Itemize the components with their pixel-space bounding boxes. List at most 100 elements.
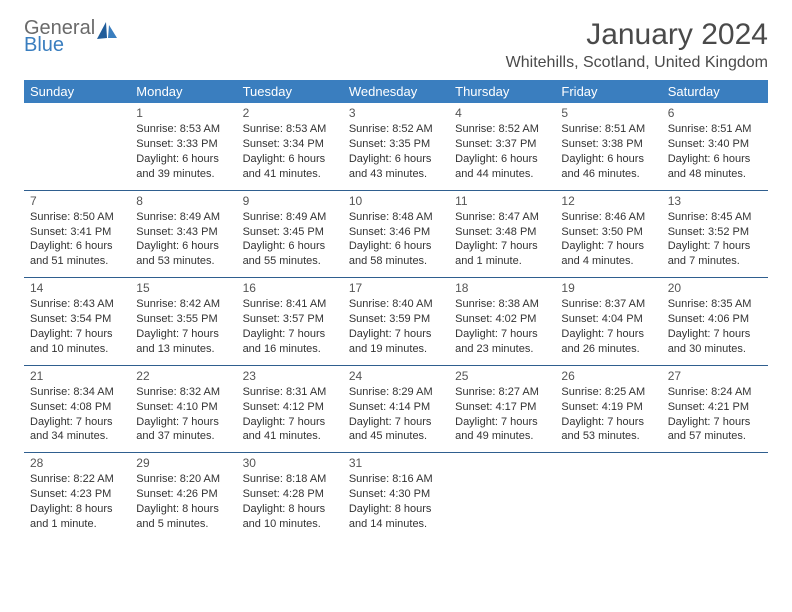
- sunset-text: Sunset: 3:45 PM: [243, 225, 337, 240]
- day-number: 9: [243, 193, 337, 209]
- week-row: 21Sunrise: 8:34 AMSunset: 4:08 PMDayligh…: [24, 365, 768, 453]
- sunset-text: Sunset: 4:28 PM: [243, 487, 337, 502]
- sunrise-text: Sunrise: 8:29 AM: [349, 385, 443, 400]
- day-header-monday: Monday: [130, 80, 236, 103]
- calendar-table: SundayMondayTuesdayWednesdayThursdayFrid…: [24, 80, 768, 540]
- daylight-text: Daylight: 7 hours and 7 minutes.: [668, 239, 762, 269]
- day-number: 10: [349, 193, 443, 209]
- sunset-text: Sunset: 4:08 PM: [30, 400, 124, 415]
- day-number: 19: [561, 280, 655, 296]
- day-cell: 22Sunrise: 8:32 AMSunset: 4:10 PMDayligh…: [130, 365, 236, 453]
- logo-line2: Blue: [24, 35, 95, 55]
- sunrise-text: Sunrise: 8:18 AM: [243, 472, 337, 487]
- day-number: 31: [349, 455, 443, 471]
- sunrise-text: Sunrise: 8:42 AM: [136, 297, 230, 312]
- day-cell: 25Sunrise: 8:27 AMSunset: 4:17 PMDayligh…: [449, 365, 555, 453]
- sunrise-text: Sunrise: 8:34 AM: [30, 385, 124, 400]
- logo: General Blue: [24, 18, 119, 55]
- sunrise-text: Sunrise: 8:45 AM: [668, 210, 762, 225]
- day-header-wednesday: Wednesday: [343, 80, 449, 103]
- sunset-text: Sunset: 4:02 PM: [455, 312, 549, 327]
- daylight-text: Daylight: 7 hours and 41 minutes.: [243, 415, 337, 445]
- daylight-text: Daylight: 6 hours and 43 minutes.: [349, 152, 443, 182]
- day-number: 15: [136, 280, 230, 296]
- day-cell: 23Sunrise: 8:31 AMSunset: 4:12 PMDayligh…: [237, 365, 343, 453]
- sunrise-text: Sunrise: 8:25 AM: [561, 385, 655, 400]
- day-cell: 5Sunrise: 8:51 AMSunset: 3:38 PMDaylight…: [555, 103, 661, 190]
- daylight-text: Daylight: 6 hours and 48 minutes.: [668, 152, 762, 182]
- sunset-text: Sunset: 4:14 PM: [349, 400, 443, 415]
- daylight-text: Daylight: 6 hours and 55 minutes.: [243, 239, 337, 269]
- day-number: 30: [243, 455, 337, 471]
- day-cell: [24, 103, 130, 190]
- sunrise-text: Sunrise: 8:16 AM: [349, 472, 443, 487]
- sunset-text: Sunset: 3:40 PM: [668, 137, 762, 152]
- daylight-text: Daylight: 6 hours and 51 minutes.: [30, 239, 124, 269]
- day-number: 25: [455, 368, 549, 384]
- day-cell: 20Sunrise: 8:35 AMSunset: 4:06 PMDayligh…: [662, 278, 768, 366]
- day-cell: 12Sunrise: 8:46 AMSunset: 3:50 PMDayligh…: [555, 190, 661, 278]
- day-header-row: SundayMondayTuesdayWednesdayThursdayFrid…: [24, 80, 768, 103]
- week-row: 1Sunrise: 8:53 AMSunset: 3:33 PMDaylight…: [24, 103, 768, 190]
- day-cell: 10Sunrise: 8:48 AMSunset: 3:46 PMDayligh…: [343, 190, 449, 278]
- sunrise-text: Sunrise: 8:20 AM: [136, 472, 230, 487]
- sunset-text: Sunset: 4:10 PM: [136, 400, 230, 415]
- sunset-text: Sunset: 3:57 PM: [243, 312, 337, 327]
- logo-text: General Blue: [24, 18, 95, 55]
- day-cell: 31Sunrise: 8:16 AMSunset: 4:30 PMDayligh…: [343, 453, 449, 540]
- day-number: 6: [668, 105, 762, 121]
- daylight-text: Daylight: 7 hours and 57 minutes.: [668, 415, 762, 445]
- daylight-text: Daylight: 6 hours and 53 minutes.: [136, 239, 230, 269]
- sunset-text: Sunset: 3:48 PM: [455, 225, 549, 240]
- sunrise-text: Sunrise: 8:46 AM: [561, 210, 655, 225]
- daylight-text: Daylight: 8 hours and 5 minutes.: [136, 502, 230, 532]
- day-cell: 8Sunrise: 8:49 AMSunset: 3:43 PMDaylight…: [130, 190, 236, 278]
- sunset-text: Sunset: 4:21 PM: [668, 400, 762, 415]
- sunset-text: Sunset: 3:33 PM: [136, 137, 230, 152]
- day-number: 23: [243, 368, 337, 384]
- sunset-text: Sunset: 4:04 PM: [561, 312, 655, 327]
- day-cell: 14Sunrise: 8:43 AMSunset: 3:54 PMDayligh…: [24, 278, 130, 366]
- title-block: January 2024 Whitehills, Scotland, Unite…: [506, 18, 768, 72]
- day-number: 5: [561, 105, 655, 121]
- sunrise-text: Sunrise: 8:43 AM: [30, 297, 124, 312]
- day-number: 3: [349, 105, 443, 121]
- day-cell: 26Sunrise: 8:25 AMSunset: 4:19 PMDayligh…: [555, 365, 661, 453]
- day-cell: 9Sunrise: 8:49 AMSunset: 3:45 PMDaylight…: [237, 190, 343, 278]
- daylight-text: Daylight: 6 hours and 39 minutes.: [136, 152, 230, 182]
- day-cell: 27Sunrise: 8:24 AMSunset: 4:21 PMDayligh…: [662, 365, 768, 453]
- sunset-text: Sunset: 4:19 PM: [561, 400, 655, 415]
- day-cell: 18Sunrise: 8:38 AMSunset: 4:02 PMDayligh…: [449, 278, 555, 366]
- week-row: 14Sunrise: 8:43 AMSunset: 3:54 PM Dayligh…: [24, 278, 768, 366]
- day-header-friday: Friday: [555, 80, 661, 103]
- day-header-saturday: Saturday: [662, 80, 768, 103]
- day-cell: [662, 453, 768, 540]
- location: Whitehills, Scotland, United Kingdom: [506, 54, 768, 72]
- daylight-text: Daylight: 7 hours and 1 minute.: [455, 239, 549, 269]
- day-cell: 6Sunrise: 8:51 AMSunset: 3:40 PMDaylight…: [662, 103, 768, 190]
- sunrise-text: Sunrise: 8:51 AM: [668, 122, 762, 137]
- sunrise-text: Sunrise: 8:31 AM: [243, 385, 337, 400]
- day-number: 17: [349, 280, 443, 296]
- day-cell: 2Sunrise: 8:53 AMSunset: 3:34 PMDaylight…: [237, 103, 343, 190]
- daylight-text: Daylight: 7 hours and 37 minutes.: [136, 415, 230, 445]
- day-number: 28: [30, 455, 124, 471]
- day-header-sunday: Sunday: [24, 80, 130, 103]
- day-number: 24: [349, 368, 443, 384]
- sunset-text: Sunset: 3:54 PM: [30, 312, 124, 327]
- sunrise-text: Sunrise: 8:53 AM: [136, 122, 230, 137]
- sunrise-text: Sunrise: 8:47 AM: [455, 210, 549, 225]
- sunrise-text: Sunrise: 8:49 AM: [243, 210, 337, 225]
- sunset-text: Sunset: 4:17 PM: [455, 400, 549, 415]
- sunset-text: Sunset: 3:34 PM: [243, 137, 337, 152]
- day-number: 11: [455, 193, 549, 209]
- day-cell: 16Sunrise: 8:41 AMSunset: 3:57 PMDayligh…: [237, 278, 343, 366]
- daylight-text: Daylight: 7 hours and 4 minutes.: [561, 239, 655, 269]
- week-row: 7Sunrise: 8:50 AMSunset: 3:41 PMDaylight…: [24, 190, 768, 278]
- sunset-text: Sunset: 4:30 PM: [349, 487, 443, 502]
- daylight-text: Daylight: 6 hours and 41 minutes.: [243, 152, 337, 182]
- day-number: 14: [30, 280, 124, 296]
- day-cell: 15Sunrise: 8:42 AMSunset: 3:55 PMDayligh…: [130, 278, 236, 366]
- day-number: 8: [136, 193, 230, 209]
- daylight-text: Daylight: 7 hours and 13 minutes.: [136, 327, 230, 357]
